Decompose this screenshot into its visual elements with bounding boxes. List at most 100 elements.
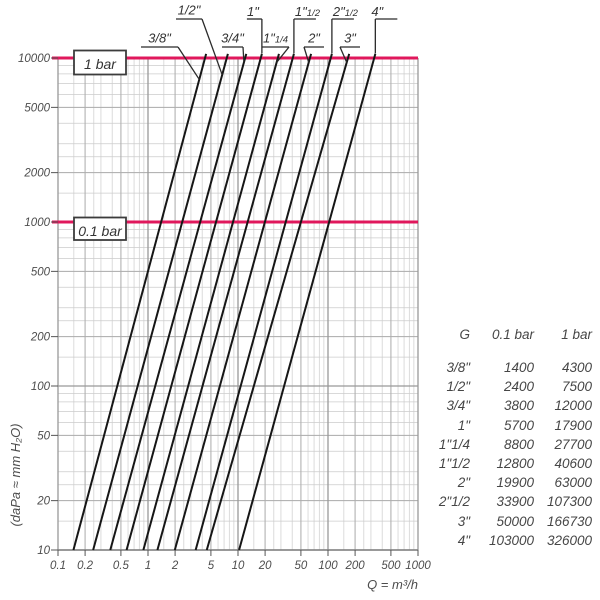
- table-header-g: G: [459, 327, 470, 342]
- curve-line-3/4": [109, 53, 248, 551]
- x-tick-label-20: 20: [258, 560, 272, 572]
- table-cell: 63000: [554, 475, 592, 491]
- x-tick-label-1: 1: [145, 560, 151, 572]
- y-axis-title: (daPa ≈ mm H₂O): [8, 423, 23, 526]
- pipe-size-table: G 0.1 bar 1 bar 3/8" 1400 4300 1/2" 2400 7500…: [437, 324, 592, 550]
- table-cell: 1"1/2: [438, 456, 470, 472]
- table-row: 3" 50000 166730: [437, 512, 592, 531]
- reference-box-label: 1 bar: [84, 56, 117, 72]
- table-cell: 1/2": [446, 379, 470, 395]
- table-cell: 166730: [546, 513, 592, 529]
- curve-label-2"1/2: 2"1/2: [332, 4, 359, 19]
- x-tick-label-10: 10: [232, 560, 245, 572]
- table-header-01bar: 0.1 bar: [491, 327, 534, 342]
- x-axis-title: Q = m³/h: [367, 577, 418, 592]
- x-tick-label-5: 5: [208, 560, 215, 572]
- y-tick-label-100: 100: [31, 381, 51, 393]
- curve-line-3": [205, 53, 351, 551]
- table-cell: 1"1/4: [438, 436, 470, 452]
- x-tick-label-1000: 1000: [405, 560, 431, 572]
- curve-label-4": 4": [371, 4, 384, 19]
- pointer-2": [303, 46, 310, 63]
- table-cell: 8800: [503, 436, 534, 452]
- y-tick-label-20: 20: [36, 496, 50, 508]
- table-row: 2"1/2 33900 107300: [437, 492, 592, 511]
- y-tick-label-500: 500: [31, 266, 51, 278]
- pointer-1"1/4: [276, 46, 290, 63]
- table-cell: 7500: [561, 379, 592, 395]
- y-tick-label-200: 200: [30, 332, 51, 344]
- table-cell: 33900: [496, 494, 534, 510]
- table-cell: 12000: [554, 398, 592, 414]
- pointer-3/4": [242, 46, 245, 63]
- curve-line-1": [125, 53, 263, 551]
- table-cell: 326000: [546, 532, 592, 548]
- table-row: 1" 5700 17900: [437, 416, 592, 435]
- table-cell: 3/8": [446, 360, 470, 375]
- curve-label-1"1/2: 1"1/2: [295, 4, 321, 19]
- reference-box-1-bar: [73, 49, 127, 76]
- table-row: 1"1/4 8800 27700: [437, 435, 592, 454]
- curve-line-2"1/2: [194, 53, 333, 551]
- table-cell: 19900: [496, 475, 534, 491]
- pointer-1/2": [201, 18, 223, 76]
- curve-label-3": 3": [344, 31, 357, 46]
- table-cell: 4": [457, 532, 470, 548]
- curve-line-3/8": [72, 53, 208, 551]
- y-tick-label-10: 10: [37, 545, 50, 557]
- x-tick-label-100: 100: [318, 560, 338, 572]
- curve-line-1"1/4: [142, 53, 280, 551]
- x-tick-label-0.2: 0.2: [77, 560, 94, 572]
- x-tick-label-2: 2: [171, 560, 179, 572]
- table-cell: 50000: [496, 513, 534, 529]
- table-cell: 107300: [546, 494, 592, 510]
- y-tick-label-10000: 10000: [18, 53, 51, 65]
- y-tick-label-50: 50: [37, 430, 50, 442]
- reference-box-0.1-bar: [73, 216, 127, 241]
- table-header-row: G 0.1 bar 1 bar: [437, 324, 592, 358]
- curve-label-3/4": 3/4": [221, 31, 245, 46]
- table-cell: 103000: [488, 532, 534, 548]
- reference-box-label: 0.1 bar: [78, 223, 123, 239]
- table-cell: 40600: [554, 456, 592, 472]
- table-cell: 3": [457, 513, 470, 529]
- curve-line-1"1/2: [156, 53, 295, 551]
- y-tick-label-2000: 2000: [23, 168, 50, 180]
- curve-label-3/8": 3/8": [148, 31, 172, 46]
- table-cell: 27700: [554, 436, 592, 452]
- table-row: 3/8" 1400 4300: [437, 358, 592, 377]
- x-tick-label-0.1: 0.1: [50, 560, 66, 572]
- curve-line-2": [173, 53, 313, 551]
- curve-line-1/2": [92, 53, 229, 551]
- x-tick-label-50: 50: [295, 560, 308, 572]
- pointer-3/8": [177, 46, 200, 80]
- table-header-1bar: 1 bar: [561, 327, 592, 342]
- table-cell: 5700: [503, 417, 534, 433]
- curve-label-1"1/4: 1"1/4: [263, 31, 288, 46]
- table-cell: 2"1/2: [438, 494, 470, 510]
- table-cell: 2": [457, 475, 470, 491]
- table-cell: 1": [457, 417, 470, 433]
- table-cell: 12800: [496, 456, 534, 472]
- y-tick-label-5000: 5000: [24, 102, 50, 114]
- table-row: 4" 103000 326000: [437, 531, 592, 550]
- curve-line-4": [238, 53, 377, 551]
- table-cell: 4300: [561, 360, 592, 375]
- table-cell: 1400: [503, 360, 534, 375]
- table-row: 2" 19900 63000: [437, 473, 592, 492]
- curve-label-1/2": 1/2": [178, 3, 202, 18]
- y-tick-label-1000: 1000: [24, 217, 50, 229]
- curve-label-2": 2": [307, 31, 321, 46]
- table-row: 1/2" 2400 7500: [437, 377, 592, 396]
- x-tick-label-500: 500: [381, 560, 401, 572]
- table-cell: 2400: [503, 379, 534, 395]
- x-tick-label-0.5: 0.5: [113, 560, 130, 572]
- table-row: 1"1/2 12800 40600: [437, 454, 592, 473]
- pointer-3": [339, 46, 348, 63]
- table-row: 3/4" 3800 12000: [437, 396, 592, 415]
- x-tick-label-200: 200: [344, 560, 365, 572]
- table-cell: 17900: [554, 417, 592, 433]
- curve-label-1": 1": [247, 4, 260, 19]
